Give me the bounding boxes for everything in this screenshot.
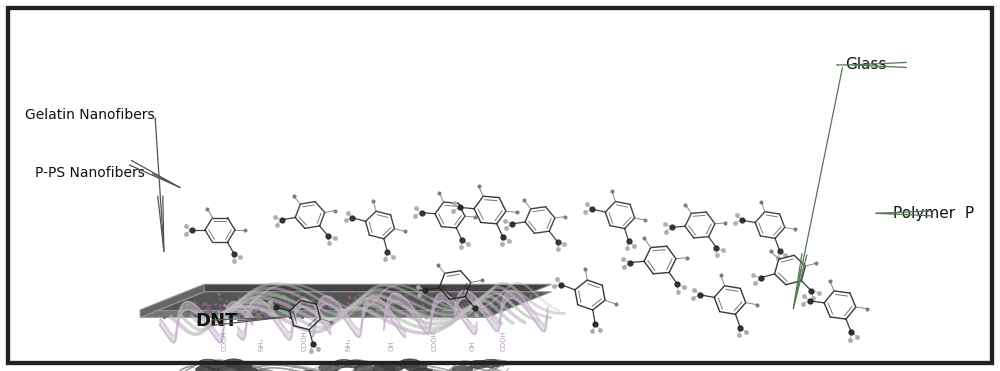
Polygon shape (140, 284, 551, 310)
Text: COOH: COOH (500, 330, 506, 351)
Text: OH: OH (389, 340, 395, 351)
Text: Polymer  P: Polymer P (893, 206, 974, 221)
Ellipse shape (319, 364, 339, 371)
Polygon shape (140, 292, 551, 318)
Text: NH₂: NH₂ (259, 337, 265, 351)
Text: Glass: Glass (845, 58, 887, 72)
Ellipse shape (412, 368, 434, 371)
Ellipse shape (218, 367, 238, 371)
Text: DNT: DNT (195, 312, 237, 330)
Polygon shape (140, 310, 487, 318)
Ellipse shape (334, 359, 354, 368)
Ellipse shape (198, 359, 218, 367)
Ellipse shape (405, 362, 427, 371)
Ellipse shape (384, 361, 406, 371)
Text: P-PS Nanofibers: P-PS Nanofibers (35, 165, 145, 180)
Ellipse shape (208, 361, 228, 369)
Ellipse shape (481, 359, 501, 367)
Polygon shape (140, 284, 204, 318)
Ellipse shape (453, 365, 473, 371)
Ellipse shape (469, 360, 489, 368)
Ellipse shape (354, 365, 374, 371)
Ellipse shape (229, 362, 251, 371)
Ellipse shape (196, 365, 218, 371)
Ellipse shape (355, 370, 377, 371)
Ellipse shape (373, 364, 395, 371)
Ellipse shape (345, 360, 365, 368)
Text: OH: OH (469, 340, 475, 351)
Text: Gelatin Nanofibers: Gelatin Nanofibers (25, 108, 155, 122)
Ellipse shape (207, 362, 229, 371)
Text: COOH: COOH (302, 330, 308, 351)
Text: NH₂: NH₂ (345, 337, 351, 351)
Text: COOH: COOH (221, 330, 227, 351)
Text: COOH: COOH (432, 330, 438, 351)
Ellipse shape (399, 359, 421, 368)
Ellipse shape (236, 367, 258, 371)
Ellipse shape (223, 359, 245, 368)
